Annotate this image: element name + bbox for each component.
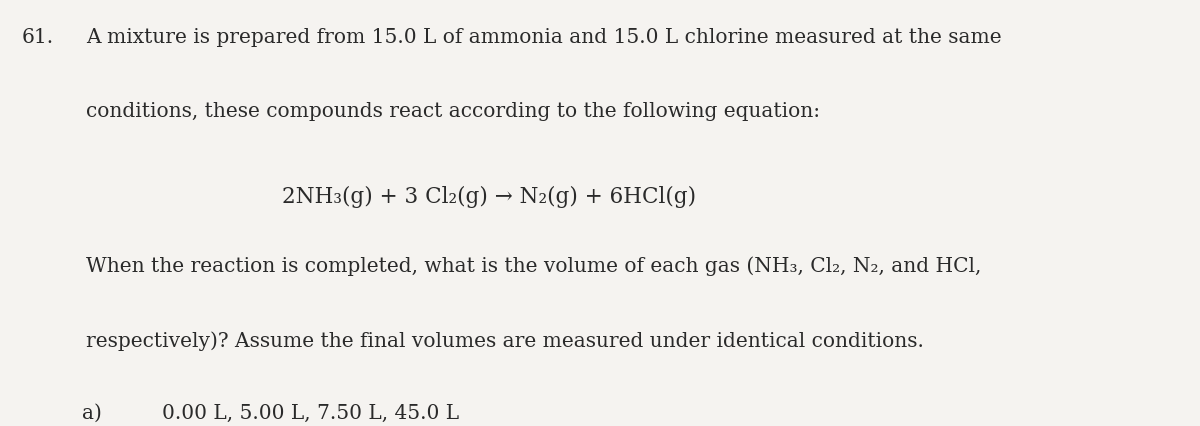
Text: 2NH₃(g) + 3 Cl₂(g) → N₂(g) + 6HCl(g): 2NH₃(g) + 3 Cl₂(g) → N₂(g) + 6HCl(g): [282, 185, 696, 207]
Text: a): a): [82, 403, 102, 421]
Text: 0.00 L, 5.00 L, 7.50 L, 45.0 L: 0.00 L, 5.00 L, 7.50 L, 45.0 L: [162, 403, 460, 421]
Text: When the reaction is completed, what is the volume of each gas (NH₃, Cl₂, N₂, an: When the reaction is completed, what is …: [86, 256, 982, 275]
Text: A mixture is prepared from 15.0 L of ammonia and 15.0 L chlorine measured at the: A mixture is prepared from 15.0 L of amm…: [86, 28, 1002, 46]
Text: conditions, these compounds react according to the following equation:: conditions, these compounds react accord…: [86, 102, 821, 121]
Text: respectively)? Assume the final volumes are measured under identical conditions.: respectively)? Assume the final volumes …: [86, 330, 924, 350]
Text: 61.: 61.: [22, 28, 54, 46]
